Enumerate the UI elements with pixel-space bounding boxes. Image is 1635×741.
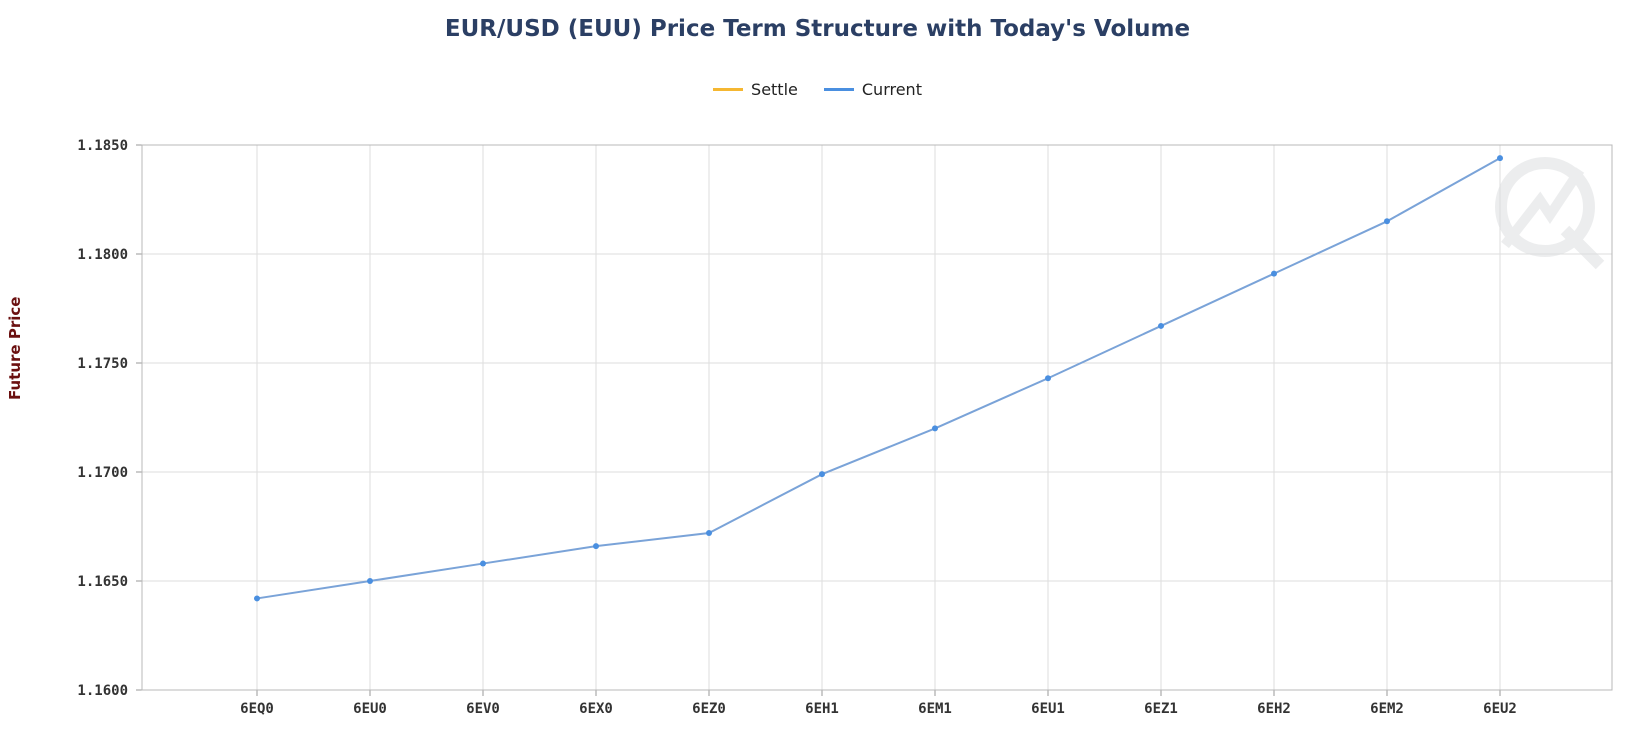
x-tick-label: 6EX0: [579, 701, 613, 717]
y-tick-label: 1.1650: [77, 574, 128, 590]
data-point-current: [1497, 155, 1503, 162]
x-tick-label: 6EZ1: [1144, 701, 1178, 717]
data-point-current: [1158, 322, 1164, 329]
x-tick-label: 6EU0: [353, 701, 387, 717]
x-tick-label: 6EM1: [918, 701, 952, 717]
data-point-current: [254, 595, 260, 602]
y-tick-label: 1.1600: [77, 683, 128, 699]
y-tick-label: 1.1750: [77, 356, 128, 372]
x-tick-label: 6EQ0: [240, 701, 274, 717]
x-tick-label: 6EV0: [466, 701, 500, 717]
data-point-current: [932, 425, 938, 432]
data-point-current: [706, 530, 712, 537]
legend-swatch-current: [823, 88, 854, 91]
legend-label-current: Current: [861, 80, 922, 99]
data-point-current: [593, 543, 599, 550]
x-tick-label: 6EH2: [1257, 701, 1291, 717]
chart-legend: Settle Current: [0, 80, 1635, 99]
legend-label-settle: Settle: [751, 80, 798, 99]
data-point-current: [367, 578, 373, 584]
x-tick-label: 6EH1: [805, 701, 839, 717]
x-tick-label: 6EZ0: [692, 701, 726, 717]
data-point-current: [1384, 218, 1390, 225]
legend-item-current[interactable]: Current: [823, 80, 922, 99]
chart-title: EUR/USD (EUU) Price Term Structure with …: [444, 16, 1191, 42]
y-tick-label: 1.1800: [77, 247, 128, 263]
x-tick-label: 6EU2: [1483, 701, 1517, 717]
watermark-logo: [1495, 157, 1605, 270]
data-point-current: [1271, 270, 1277, 277]
legend-swatch-settle: [713, 88, 744, 91]
x-tick-label: 6EU1: [1031, 701, 1065, 717]
data-point-current: [480, 560, 486, 567]
data-point-current: [1045, 375, 1051, 382]
plot-border: [141, 144, 1613, 691]
y-tick-label: 1.1850: [77, 138, 128, 154]
legend-item-settle[interactable]: Settle: [713, 80, 798, 99]
data-point-current: [819, 471, 825, 478]
y-tick-label: 1.1700: [77, 465, 128, 481]
series-line-current: [256, 157, 1501, 600]
x-tick-label: 6EM2: [1370, 701, 1404, 717]
